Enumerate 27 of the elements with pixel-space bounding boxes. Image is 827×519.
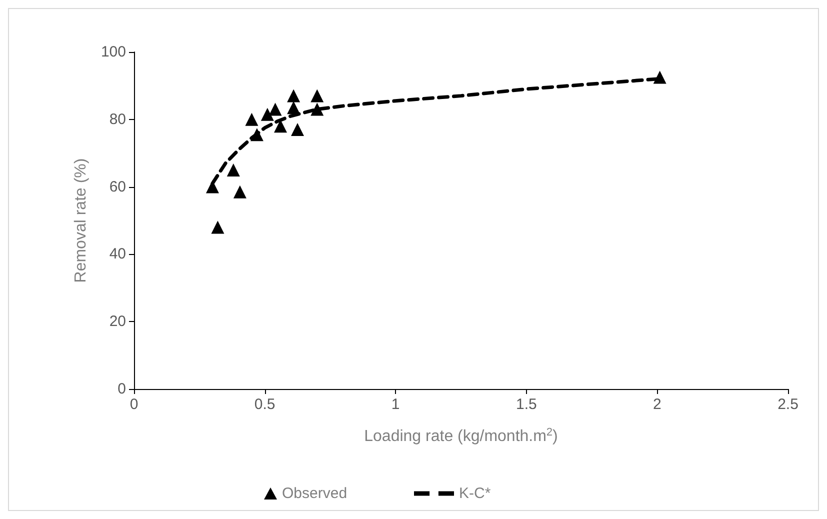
point [310,89,324,102]
y-tick-label: 60 [109,178,126,196]
y-tick-label: 0 [118,380,126,398]
x-tick-label: 0 [130,396,138,413]
point [268,102,282,116]
point [233,185,246,198]
point [260,108,274,121]
point [287,89,300,102]
point [653,70,666,84]
point [211,220,224,234]
x-tick-label: 2.5 [778,396,798,413]
legend-label: K-C* [459,485,491,502]
x-tick-label: 0.5 [254,396,276,413]
legend-label: Observed [282,485,348,502]
point [291,123,304,136]
x-tick-label: 1 [391,396,400,413]
x-tick-label: 2 [653,396,662,413]
y-tick-label: 100 [100,44,126,60]
point [274,120,287,133]
point [245,112,258,126]
point [226,163,240,176]
y-tick-label: 80 [109,110,126,128]
y-tick-label: 40 [109,246,126,263]
y-tick-label: 20 [109,313,126,330]
y-axis-title: Removal rate (%) [72,158,90,283]
x-tick-label: 1.5 [516,396,537,413]
point [287,101,300,114]
